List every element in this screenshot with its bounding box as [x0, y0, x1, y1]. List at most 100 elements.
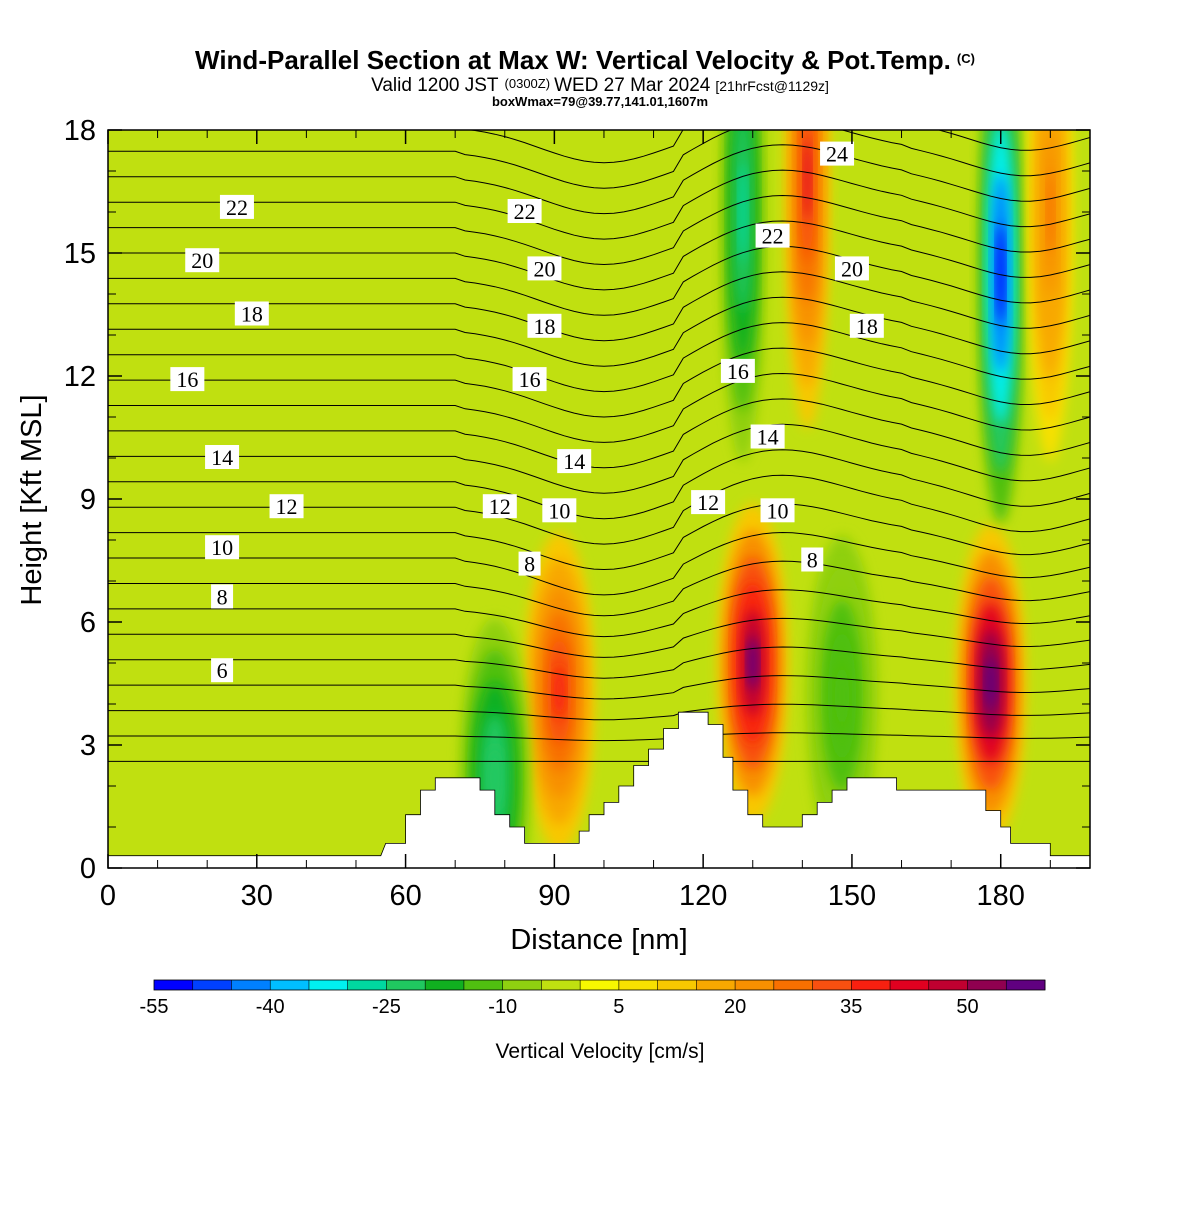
contour-label: 24 — [820, 141, 855, 167]
contour-label: 22 — [219, 194, 254, 220]
contour-label-bg — [170, 367, 205, 392]
valid-prefix: Valid 1200 JST — [371, 75, 499, 96]
x-axis-label: Distance [nm] — [510, 924, 687, 956]
chart-title-main: Wind-Parallel Section at Max W: Vertical… — [195, 45, 951, 75]
contour-label-text: 10 — [211, 535, 233, 560]
contour-label-text: 6 — [217, 658, 228, 683]
isentrope-21 — [108, 194, 1090, 266]
x-axis: 0 30 60 90 120 150 180 — [100, 130, 1051, 912]
y-tick-label: 12 — [64, 361, 96, 393]
colorbar-swatch — [425, 980, 465, 990]
colorbar-swatch — [308, 980, 349, 990]
colorbar-tick-label: 5 — [613, 996, 624, 1018]
contour-label-bg — [211, 658, 234, 683]
contour-label-bg — [801, 547, 824, 572]
contour-label-text: 10 — [767, 498, 789, 523]
colorbar-swatch — [696, 980, 736, 990]
isentrope-11 — [108, 449, 1090, 520]
colorbar-label: Vertical Velocity [cm/s] — [496, 1040, 705, 1063]
contour-label-bg — [205, 445, 240, 469]
isentrope-1 — [108, 732, 1090, 742]
colorbar-swatch — [735, 980, 775, 990]
colorbar-frame — [153, 979, 1046, 991]
colorbar-swatch — [231, 980, 271, 990]
y-axis: 0 3 6 9 12 15 18 — [64, 115, 1090, 885]
contour-label-text: 8 — [524, 552, 535, 577]
contour-label: 18 — [849, 313, 884, 339]
contour-label: 20 — [834, 256, 869, 281]
isentrope-19 — [108, 245, 1090, 316]
contour-label: 16 — [720, 358, 755, 384]
y-tick-label: 3 — [80, 730, 96, 762]
contour-label-bg — [527, 313, 562, 338]
colorbar-swatch — [773, 980, 814, 990]
contour-label: 10 — [542, 498, 577, 523]
isentrope-7 — [108, 560, 1090, 617]
contour-label-bg — [219, 194, 254, 219]
colorbar-tick-label: -10 — [488, 996, 517, 1018]
contour-label: 14 — [750, 424, 785, 450]
colorbar-tick-label: 35 — [840, 996, 862, 1018]
chart-title: Wind-Parallel Section at Max W: Vertical… — [195, 45, 975, 75]
contour-label-bg — [755, 223, 790, 248]
contour-label-text: 12 — [489, 494, 511, 519]
contour-label-bg — [542, 498, 577, 523]
y-tick-label: 0 — [80, 853, 96, 885]
isentrope-24 — [108, 130, 1090, 189]
contour-label-text: 22 — [762, 224, 784, 249]
contour-label: 8 — [518, 551, 541, 577]
contour-label-text: 8 — [807, 548, 818, 573]
forecast-info: [21hrFcst@1129z] — [715, 78, 829, 94]
contour-label-bg — [234, 301, 269, 326]
colorbar-swatch — [541, 980, 581, 990]
colorbar-swatch — [502, 980, 542, 990]
contour-label-text: 16 — [519, 367, 541, 392]
x-tick-label: 30 — [241, 880, 273, 912]
isentrope-5 — [108, 617, 1090, 658]
contour-label: 10 — [760, 498, 795, 523]
colorbar-tick-label: 50 — [956, 996, 978, 1018]
contour-label: 22 — [755, 223, 790, 249]
contour-label: 16 — [512, 367, 547, 392]
contour-label-bg — [834, 256, 869, 281]
colorbar-swatch — [890, 980, 930, 990]
x-tick-label: 0 — [100, 880, 116, 912]
isentrope-13 — [108, 398, 1090, 469]
colorbar-swatch — [270, 980, 310, 990]
contour-label-bg — [720, 358, 755, 383]
colorbar-swatch — [928, 980, 969, 990]
isentrope-12 — [108, 423, 1090, 494]
contour-label: 20 — [527, 256, 562, 281]
contour-label: 12 — [691, 490, 726, 515]
colorbar-tick-label: 20 — [724, 996, 746, 1018]
contour-label: 12 — [269, 494, 304, 519]
contour-label-text: 12 — [276, 494, 298, 519]
y-tick-label: 18 — [64, 115, 96, 147]
contour-label-bg — [185, 248, 220, 273]
isentrope-2 — [108, 703, 1090, 721]
isentrope-20 — [108, 220, 1090, 291]
contour-label: 14 — [557, 449, 592, 474]
contour-label-bg — [820, 141, 855, 166]
contour-label-bg — [750, 424, 785, 449]
contour-label-bg — [849, 313, 884, 338]
isentrope-4 — [108, 646, 1090, 679]
contour-label-bg — [527, 256, 562, 281]
contour-label-text: 22 — [226, 195, 248, 220]
velocity-field — [459, 130, 1073, 868]
contour-label-bg — [760, 498, 795, 523]
contour-label-bg — [557, 449, 592, 474]
colorbar-swatch — [812, 980, 852, 990]
contour-label-text: 16 — [727, 359, 749, 384]
colorbar-swatch — [580, 980, 620, 990]
plot-area: 24 22 22 22 20 20 20 18 18 18 16 16 16 14 14 14 12 12 12 10… — [108, 130, 1090, 868]
contour-label-text: 10 — [548, 498, 570, 523]
valid-date: WED 27 Mar 2024 — [554, 75, 711, 96]
velocity-cell-4-4 — [834, 663, 850, 728]
contour-label-text: 20 — [533, 256, 555, 281]
contour-labels: 24 22 22 22 20 20 20 18 18 18 16 16 16 14 14 14 12 12 12 10… — [170, 141, 884, 683]
box-info: boxWmax=79@39.77,141.01,1607m — [492, 94, 708, 109]
contour-label: 12 — [482, 494, 517, 519]
y-tick-label: 6 — [80, 607, 96, 639]
